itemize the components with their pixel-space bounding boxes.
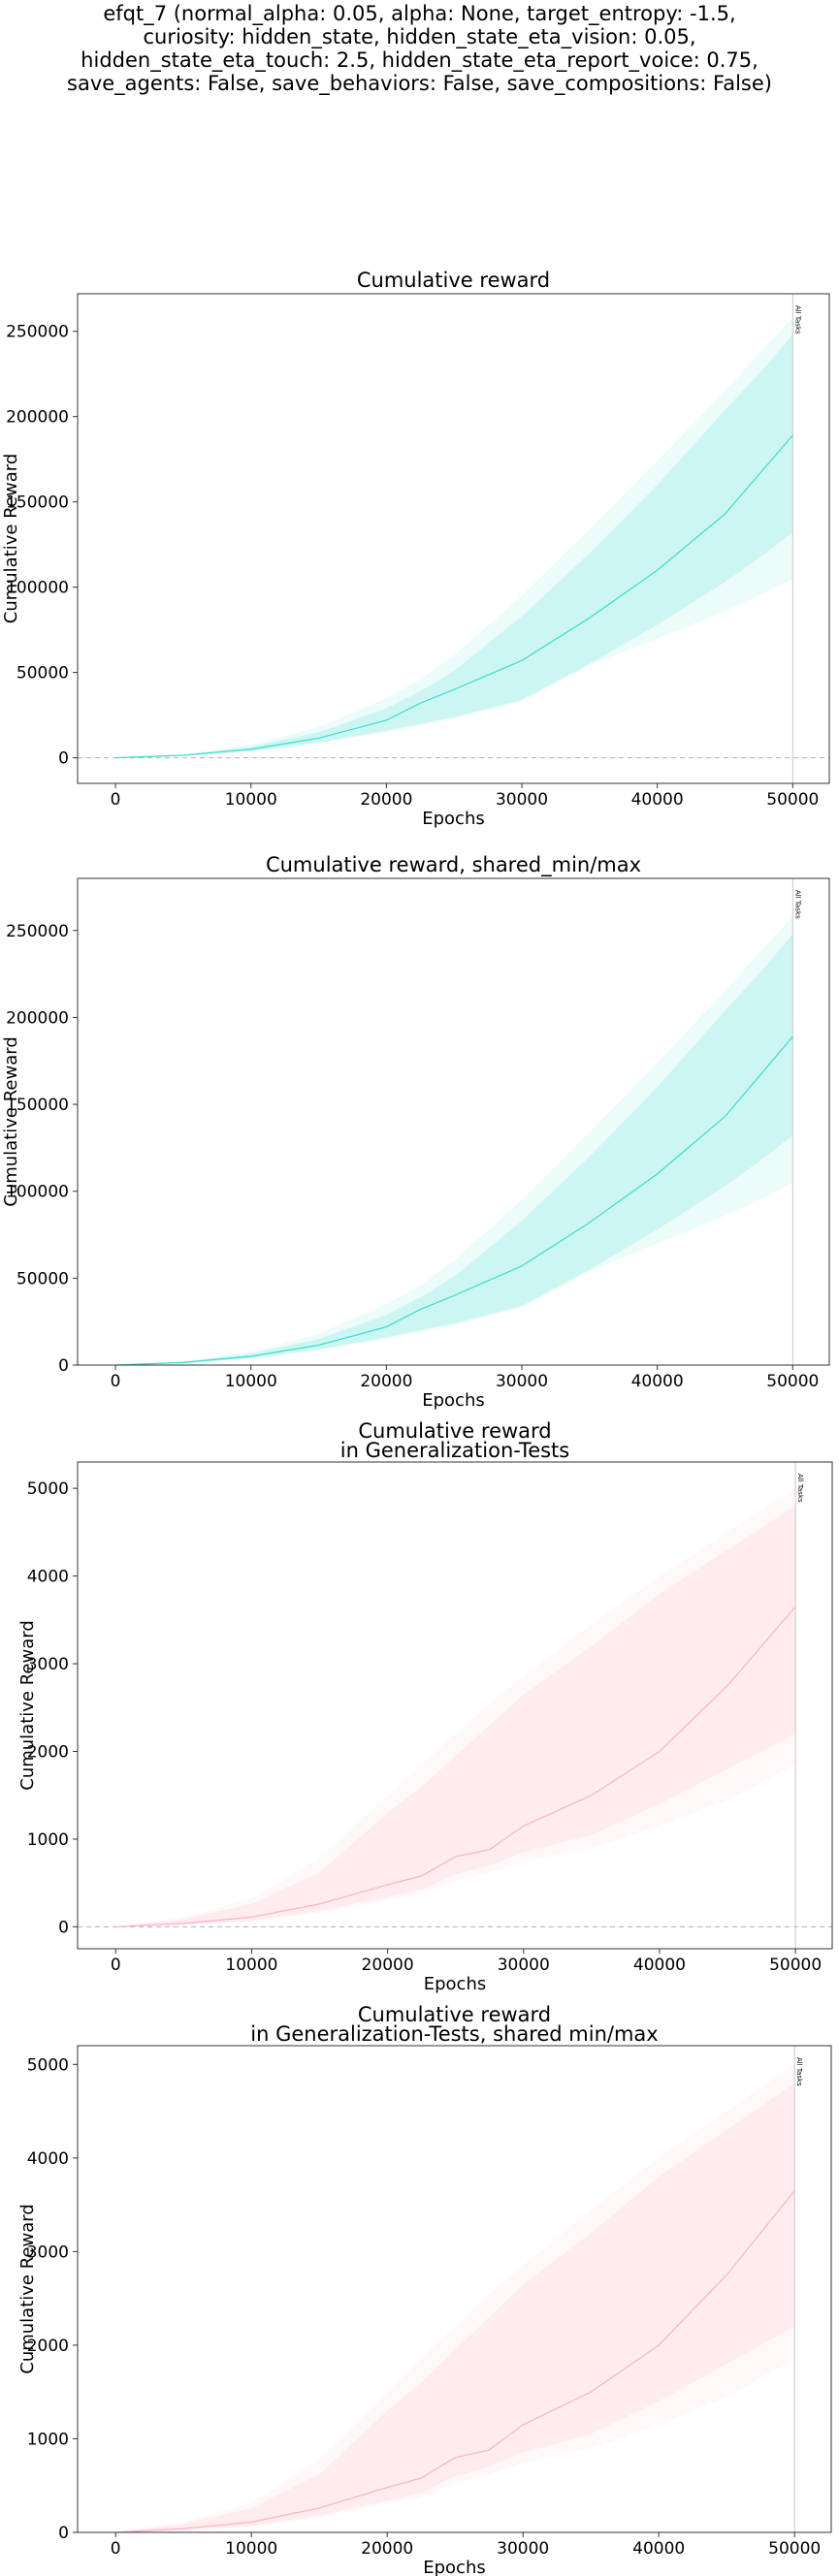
x-tick-label: 0: [111, 2539, 121, 2559]
outer-band: [115, 1488, 796, 1927]
x-tick-label: 30000: [496, 1372, 548, 1391]
chart-title: in Generalization-Tests, shared min/max: [250, 2022, 658, 2046]
x-tick-label: 50000: [769, 1956, 822, 1975]
inner-band: [115, 2083, 795, 2532]
mean-line: [115, 2190, 795, 2533]
mean-line: [115, 434, 793, 759]
y-tick-label: 4000: [27, 2149, 69, 2169]
all-tasks-label: All Tasks: [793, 890, 801, 919]
x-tick-label: 30000: [497, 2539, 549, 2559]
axes-frame: [77, 2045, 832, 2533]
all-tasks-label: All Tasks: [796, 1474, 804, 1503]
chart-title: in Generalization-Tests: [340, 1439, 569, 1462]
chart-title: Cumulative reward: [357, 269, 550, 292]
x-axis-label: Epochs: [423, 2558, 486, 2576]
x-tick-label: 0: [111, 1372, 121, 1391]
y-axis-label: Cumulative Reward: [17, 2204, 38, 2374]
y-tick-label: 100000: [6, 1183, 69, 1202]
x-tick-label: 0: [111, 1956, 121, 1975]
chart-title: Cumulative reward: [358, 2003, 551, 2026]
outer-band: [115, 2064, 795, 2532]
x-axis-label: Epochs: [422, 1390, 485, 1411]
mean-line: [115, 1606, 796, 1928]
y-tick-label: 50000: [16, 1269, 69, 1288]
all-tasks-label: All Tasks: [793, 305, 801, 334]
y-tick-label: 100000: [6, 579, 69, 598]
x-tick-label: 10000: [225, 1372, 277, 1391]
figure-title: efqt_7 (normal_alpha: 0.05, alpha: None,…: [0, 2, 839, 95]
figure-title-line-3: hidden_state_eta_touch: 2.5, hidden_stat…: [81, 48, 758, 72]
x-tick-label: 50000: [766, 1372, 819, 1391]
y-tick-label: 250000: [6, 922, 69, 941]
x-tick-label: 30000: [498, 1956, 550, 1975]
y-tick-label: 5000: [27, 1479, 69, 1499]
x-tick-label: 20000: [360, 790, 412, 810]
axes-frame: [77, 877, 830, 1366]
axes-frame: [77, 1461, 833, 1950]
figure-title-line-2: curiosity: hidden_state, hidden_state_et…: [143, 25, 696, 48]
figure-title-line-4: save_agents: False, save_behaviors: Fals…: [67, 72, 772, 95]
x-tick-label: 20000: [361, 2539, 413, 2559]
x-axis-label: Epochs: [424, 1974, 487, 1994]
x-tick-label: 10000: [225, 790, 277, 810]
x-tick-label: 50000: [768, 2539, 821, 2559]
x-tick-label: 30000: [496, 790, 548, 810]
x-tick-label: 0: [111, 790, 121, 810]
y-tick-label: 1000: [27, 2430, 69, 2449]
x-tick-label: 40000: [632, 2539, 685, 2559]
x-axis-label: Epochs: [422, 809, 485, 829]
inner-band: [115, 334, 793, 758]
inner-band: [115, 934, 793, 1365]
x-tick-label: 20000: [360, 1372, 412, 1391]
y-axis-label: Cumulative Reward: [17, 1620, 38, 1791]
y-tick-label: 250000: [6, 323, 69, 342]
y-axis-label: Cumulative Reward: [1, 1036, 21, 1207]
chart-title: Cumulative reward: [358, 1419, 551, 1443]
x-tick-label: 20000: [362, 1956, 414, 1975]
figure-title-line-1: efqt_7 (normal_alpha: 0.05, alpha: None,…: [103, 2, 736, 25]
x-tick-label: 40000: [633, 1956, 686, 1975]
x-tick-label: 50000: [766, 790, 819, 810]
y-tick-label: 5000: [27, 2055, 69, 2075]
y-tick-label: 3000: [27, 2242, 69, 2262]
x-tick-label: 40000: [631, 790, 684, 810]
y-tick-label: 150000: [6, 493, 69, 513]
chart-1: Cumulative reward All Tasks 0 10000 20000 300…: [1, 269, 830, 829]
y-tick-label: 2000: [27, 2337, 69, 2356]
mean-line: [115, 1035, 793, 1366]
y-tick-label: 50000: [16, 664, 69, 684]
y-tick-label: 0: [58, 1356, 69, 1376]
y-tick-label: 0: [58, 2524, 69, 2543]
y-tick-label: 200000: [6, 408, 69, 428]
chart-title: Cumulative reward, shared_min/max: [266, 853, 641, 877]
y-tick-label: 1000: [27, 1830, 69, 1850]
chart-2: Cumulative reward, shared_min/max All Tas…: [1, 853, 830, 1411]
y-axis-label: Cumulative Reward: [1, 454, 21, 624]
y-tick-label: 3000: [27, 1655, 69, 1674]
inner-band: [115, 1506, 796, 1927]
axes-frame: [77, 293, 830, 784]
outer-band: [115, 317, 793, 758]
y-tick-label: 4000: [27, 1568, 69, 1587]
y-tick-label: 0: [58, 749, 69, 769]
x-tick-label: 40000: [631, 1372, 684, 1391]
x-tick-label: 10000: [225, 1956, 277, 1975]
x-tick-label: 10000: [225, 2539, 277, 2559]
y-tick-label: 200000: [6, 1008, 69, 1028]
y-tick-label: 0: [58, 1918, 69, 1937]
outer-band: [115, 916, 793, 1365]
all-tasks-label: All Tasks: [795, 2057, 803, 2086]
y-tick-label: 150000: [6, 1096, 69, 1115]
y-tick-label: 2000: [27, 1742, 69, 1762]
